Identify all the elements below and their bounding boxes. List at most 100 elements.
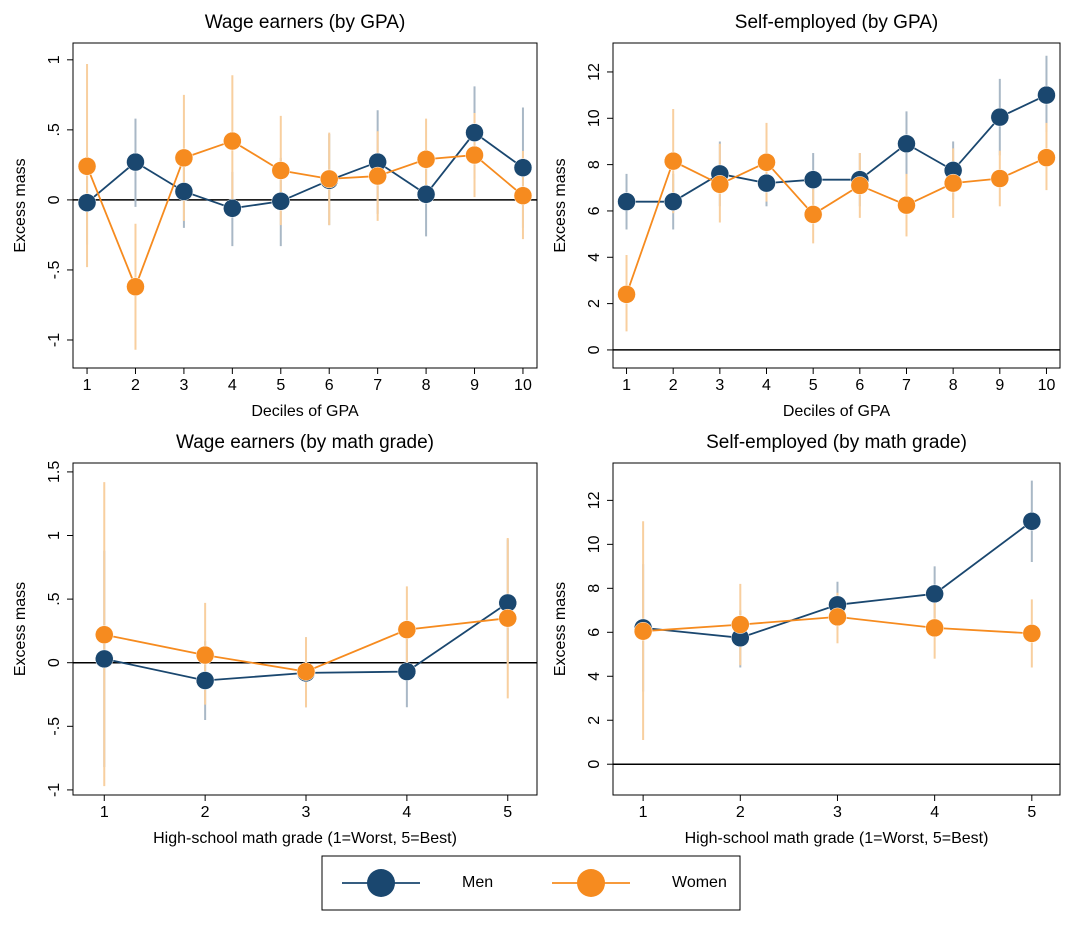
panel: Self-employed (by GPA) Deciles of GPA Exce… — [552, 12, 1061, 420]
x-tick-label: 9 — [470, 377, 479, 394]
marker — [897, 134, 916, 154]
marker — [513, 158, 533, 177]
marker — [943, 173, 963, 193]
marker — [397, 662, 417, 681]
y-axis-label: Excess mass — [12, 582, 29, 676]
x-tick-label: 2 — [736, 804, 745, 821]
x-tick-label: 5 — [1027, 804, 1036, 821]
y-tick-label: 10 — [586, 109, 603, 127]
x-tick-label: 2 — [201, 804, 210, 821]
y-tick-label: 12 — [586, 491, 603, 509]
x-tick-label: 1 — [100, 804, 109, 821]
legend-label: Men — [462, 874, 493, 891]
y-tick-label: 1.5 — [46, 461, 63, 483]
x-tick-label: 8 — [422, 377, 431, 394]
marker — [513, 186, 533, 205]
x-tick-label: 8 — [949, 377, 958, 394]
marker — [126, 277, 145, 296]
y-tick-label: 8 — [586, 160, 603, 169]
marker — [850, 176, 870, 195]
marker — [416, 185, 436, 204]
x-tick-label: 2 — [131, 377, 140, 394]
chart-title: Wage earners (by GPA) — [205, 12, 406, 33]
x-tick-label: 4 — [930, 804, 939, 821]
marker — [126, 152, 145, 172]
legend-marker — [367, 869, 395, 897]
marker — [617, 192, 636, 211]
x-tick-label: 6 — [325, 377, 334, 394]
marker — [803, 170, 823, 189]
y-tick-label: .5 — [46, 123, 63, 136]
plot-frame — [72, 462, 538, 796]
x-tick-label: 6 — [855, 377, 864, 394]
y-tick-label: 0 — [46, 658, 63, 667]
x-tick-label: 5 — [276, 377, 285, 394]
y-tick-label: 0 — [586, 760, 603, 769]
y-tick-label: 8 — [586, 584, 603, 593]
marker — [223, 199, 242, 218]
y-tick-label: 2 — [586, 716, 603, 725]
y-tick-label: .5 — [46, 592, 63, 605]
marker — [1037, 148, 1056, 167]
y-tick-label: 0 — [586, 345, 603, 354]
marker — [663, 151, 683, 171]
x-tick-label: 7 — [373, 377, 382, 394]
y-axis-label: Excess mass — [552, 158, 569, 252]
marker — [925, 584, 944, 604]
x-tick-label: 1 — [622, 377, 631, 394]
marker — [990, 169, 1010, 188]
y-tick-label: 6 — [586, 206, 603, 215]
y-tick-label: -1 — [46, 333, 63, 347]
series-line — [626, 94, 1047, 203]
x-tick-label: 10 — [514, 377, 532, 394]
y-tick-label: 12 — [586, 63, 603, 81]
y-axis-label: Excess mass — [12, 158, 29, 252]
series-line — [86, 140, 524, 290]
marker — [95, 649, 114, 669]
y-tick-label: 1 — [46, 55, 63, 64]
marker — [271, 192, 291, 211]
x-tick-label: 9 — [995, 377, 1004, 394]
marker — [195, 645, 215, 665]
marker — [271, 161, 291, 180]
legend-label: Women — [672, 874, 727, 891]
x-tick-label: 5 — [503, 804, 512, 821]
marker — [731, 615, 750, 634]
y-tick-label: 6 — [586, 628, 603, 637]
marker — [368, 166, 387, 186]
x-tick-label: 2 — [669, 377, 678, 394]
y-tick-label: 0 — [46, 195, 63, 204]
marker — [397, 620, 417, 639]
marker — [757, 153, 776, 172]
x-tick-label: 4 — [402, 804, 411, 821]
panel: Wage earners (by math grade) High-school … — [12, 432, 538, 847]
marker — [95, 625, 114, 644]
chart-title: Self-employed (by GPA) — [735, 12, 938, 33]
marker — [710, 175, 730, 194]
marker — [498, 608, 517, 628]
marker — [757, 173, 776, 193]
marker — [633, 621, 653, 641]
marker — [223, 131, 242, 151]
y-tick-label: 4 — [586, 672, 603, 681]
x-tick-label: 3 — [715, 377, 724, 394]
marker — [77, 193, 97, 212]
y-tick-label: 2 — [586, 299, 603, 308]
x-tick-label: 5 — [809, 377, 818, 394]
chart-title: Self-employed (by math grade) — [706, 432, 967, 453]
marker — [897, 195, 916, 215]
y-tick-label: -.5 — [46, 717, 63, 736]
series-line — [625, 156, 1047, 295]
marker — [174, 148, 194, 168]
marker — [1037, 85, 1056, 105]
x-tick-label: 3 — [302, 804, 311, 821]
marker — [174, 182, 194, 201]
marker — [990, 107, 1010, 127]
x-tick-label: 3 — [833, 804, 842, 821]
marker — [617, 285, 636, 304]
marker — [416, 150, 436, 169]
marker — [465, 123, 484, 142]
marker — [925, 618, 944, 638]
y-tick-label: 1 — [46, 531, 63, 540]
panel: Self-employed (by math grade) High-school… — [552, 432, 1061, 847]
